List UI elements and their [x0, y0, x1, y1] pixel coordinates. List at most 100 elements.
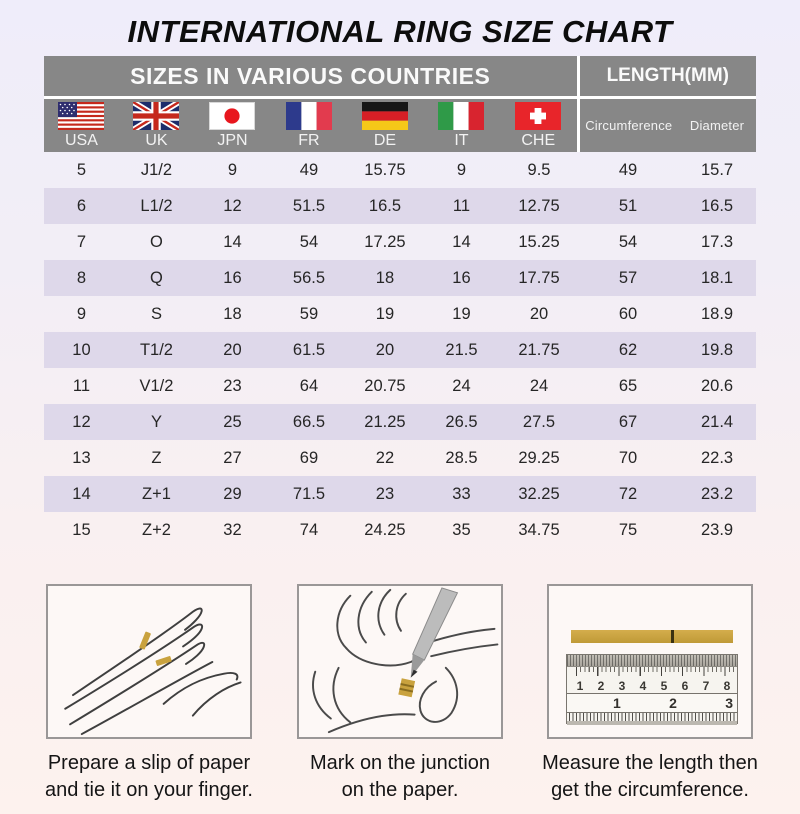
ruler-number: 2 — [669, 695, 677, 711]
table-cell: 67 — [618, 412, 638, 431]
table-row: 8 Q 16 56.5 18 16 17.75 57 18.1 — [43, 260, 757, 296]
table-cell: 49 — [299, 160, 319, 179]
table-cell: 6 — [76, 196, 87, 215]
ruler-bottom-edge — [567, 712, 737, 725]
table-cell: 66.5 — [292, 412, 326, 431]
ruler-top-edge — [567, 655, 737, 667]
table-cell: 49 — [618, 160, 638, 179]
table-cell: 23 — [375, 484, 395, 503]
table-cell: 32.25 — [518, 484, 560, 503]
table-cell: 27 — [223, 448, 242, 467]
table-cell: 24.25 — [364, 520, 406, 539]
table-cell: 15 — [72, 520, 91, 539]
ruler-number: 7 — [702, 679, 710, 693]
table-cell: 17.75 — [518, 268, 560, 287]
country-code-label: UK — [145, 131, 168, 149]
table-cell: 70 — [618, 448, 638, 467]
paper-strip — [571, 630, 733, 643]
table-cell: L1/2 — [140, 196, 173, 215]
table-cell: 8 — [76, 268, 87, 287]
table-row: 6 L1/2 12 51.5 16.5 11 12.75 51 16.5 — [43, 188, 757, 224]
table-cell: 15.7 — [700, 160, 734, 179]
table-cell: Z — [151, 448, 162, 467]
country-code-label: CHE — [521, 131, 556, 149]
country-code-label: FR — [298, 131, 320, 149]
table-cell: 9 — [76, 304, 87, 323]
table-cell: 9 — [456, 160, 467, 179]
table-cell: Q — [150, 268, 163, 287]
table-cell: 21.25 — [364, 412, 406, 431]
table-cell: 16.5 — [368, 196, 402, 215]
table-cell: Y — [150, 412, 162, 431]
table-cell: 7 — [76, 232, 87, 251]
table-cell: 75 — [618, 520, 638, 539]
table-body: 5 J1/2 9 49 15.75 9 9.5 49 15.7 6 L1/2 12 51.5 16.5 11… — [43, 152, 757, 548]
usa-flag-icon — [58, 101, 105, 130]
table-cell: V1/2 — [139, 376, 174, 395]
country-code-label: JPN — [217, 131, 248, 149]
instruction-caption-2: Mark on the junction on the paper. — [275, 750, 525, 804]
column-header-usa: USA — [43, 97, 119, 152]
table-cell: T1/2 — [139, 340, 173, 359]
table-cell: 18 — [375, 268, 395, 287]
instruction-caption-3: Measure the length then get the circumfe… — [525, 750, 775, 804]
table-row: 9 S 18 59 19 19 20 60 18.9 — [44, 296, 756, 332]
table-cell: 24 — [452, 376, 471, 395]
page-title: INTERNATIONAL RING SIZE CHART — [127, 14, 673, 49]
table-cell: 9.5 — [527, 160, 551, 179]
pen-marking-junction-illustration — [297, 584, 503, 739]
table-cell: Z+2 — [142, 520, 171, 539]
ruler-number: 8 — [723, 679, 731, 693]
table-cell: S — [150, 304, 162, 323]
ruler-inch-scale: 1 2 3 — [567, 693, 737, 712]
table-cell: 20 — [375, 340, 395, 359]
table-cell: 20.6 — [700, 376, 734, 395]
ruler-number: 1 — [576, 679, 584, 693]
table-cell: 54 — [618, 232, 638, 251]
instruction-step-2: Mark on the junction on the paper. — [275, 584, 525, 804]
table-cell: 72 — [618, 484, 638, 503]
japan-flag-icon — [209, 101, 256, 130]
pen-marking-sketch-icon — [312, 587, 499, 734]
column-header-it: IT — [422, 97, 500, 152]
table-row: 12 Y 25 66.5 21.25 26.5 27.5 67 21.4 — [43, 404, 757, 440]
length-section-header: LENGTH(MM) — [576, 56, 757, 99]
country-code-label: DE — [373, 131, 397, 149]
table-cell: 64 — [299, 376, 319, 395]
ring-size-table: SIZES IN VARIOUS COUNTRIES LENGTH(MM) — [43, 56, 757, 548]
country-code-label: USA — [65, 131, 98, 149]
table-row: 15 Z+2 32 74 24.25 35 34.75 75 23.9 — [44, 512, 756, 548]
column-header-circumference: Circumference — [576, 97, 679, 152]
table-cell: 21.4 — [700, 412, 734, 431]
germany-flag-icon — [361, 101, 408, 130]
table-cell: 14 — [452, 232, 471, 251]
table-cell: 17.3 — [700, 232, 734, 251]
table-cell: 22 — [375, 448, 395, 467]
table-cell: 11 — [452, 196, 471, 215]
table-cell: 23 — [223, 376, 242, 395]
table-cell: 21.5 — [445, 340, 478, 359]
table-cell: 23.2 — [700, 484, 734, 503]
table-cell: 12 — [72, 412, 91, 431]
hand-sketch-icon — [64, 607, 242, 736]
table-cell: 26.5 — [445, 412, 478, 431]
table-cell: O — [150, 232, 163, 251]
table-cell: 18.1 — [700, 268, 734, 287]
column-header-diameter: Diameter — [678, 97, 757, 152]
table-cell: 23.9 — [700, 520, 734, 539]
table-cell: 12 — [223, 196, 242, 215]
table-row: 13 Z 27 69 22 28.5 29.25 70 22.3 — [44, 440, 756, 476]
table-cell: 12.75 — [518, 196, 560, 215]
section-header-row: SIZES IN VARIOUS COUNTRIES LENGTH(MM) — [43, 56, 757, 99]
caption-line: Measure the length then — [542, 752, 758, 774]
table-cell: 59 — [299, 304, 319, 323]
table-cell: 32 — [223, 520, 242, 539]
table-cell: 74 — [299, 520, 319, 539]
ruler-inch-labels: 1 2 3 — [613, 695, 733, 711]
table-cell: 33 — [452, 484, 471, 503]
table-cell: 10 — [72, 340, 91, 359]
table-cell: 18.9 — [700, 304, 734, 323]
